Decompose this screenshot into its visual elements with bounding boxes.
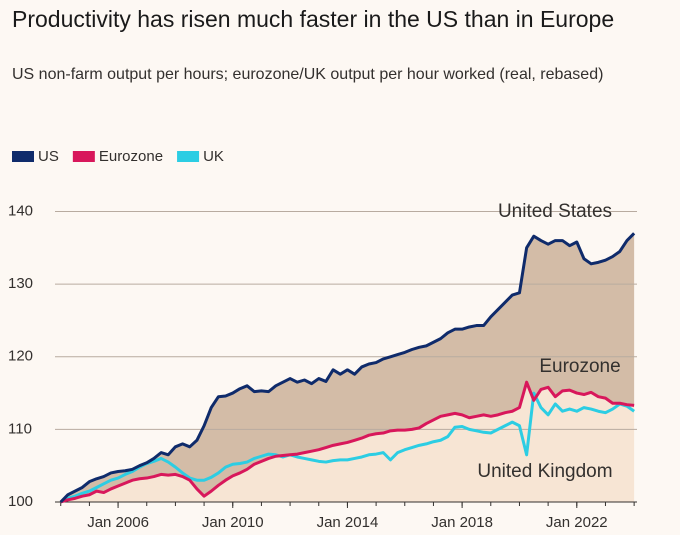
series-line [59,232,636,504]
y-tick-label: 110 [8,420,32,437]
shaded-area [60,382,635,502]
annotation: United States [498,201,612,222]
y-tick-label: 100 [8,493,33,510]
x-tick-label: Jan 2006 [87,514,149,531]
x-tick-label: Jan 2014 [317,514,379,531]
legend-swatch [12,151,34,162]
legend-swatch [177,151,200,162]
legend-swatch [72,151,95,162]
shaded-area [60,233,635,503]
chart-subtitle: US non-farm output per hours; eurozone/U… [12,66,604,83]
legend-label: US [38,148,59,165]
series-line [60,380,635,504]
y-tick-label: 130 [8,275,33,292]
annotation: United Kingdom [477,461,612,482]
legend-label: Eurozone [99,148,163,165]
y-tick-label: 140 [8,202,33,219]
x-tick-label: Jan 2022 [546,514,608,531]
x-tick-label: Jan 2010 [202,514,264,531]
legend-label: UK [203,148,224,165]
series-line [60,391,636,504]
y-tick-label: 120 [8,348,33,365]
chart-title: Productivity has risen much faster in th… [12,6,615,32]
x-tick-label: Jan 2018 [431,514,493,531]
annotation: Eurozone [539,356,620,377]
